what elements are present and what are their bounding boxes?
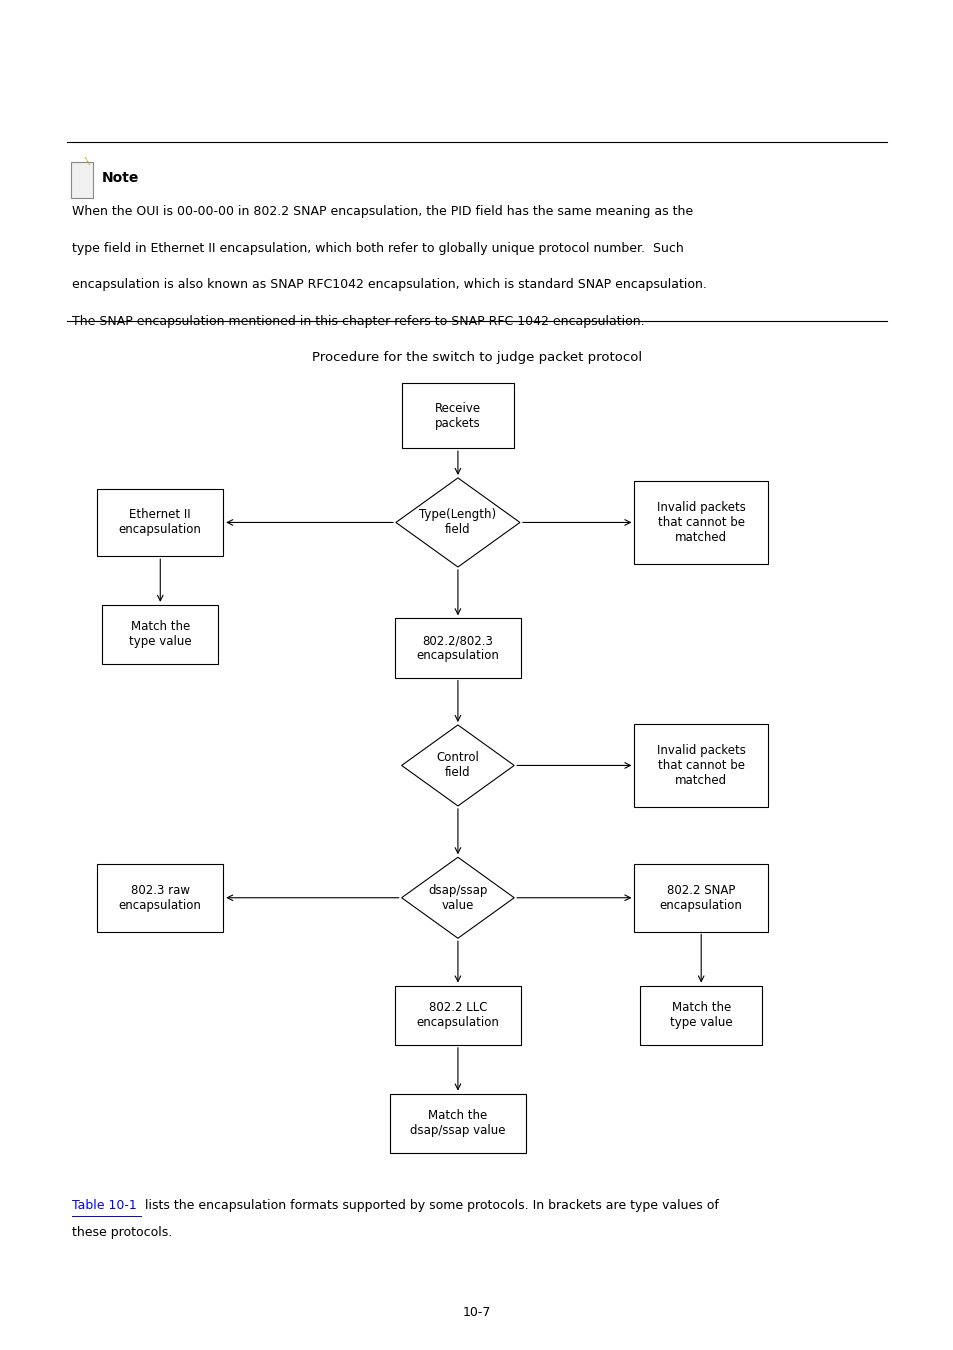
Text: Type(Length)
field: Type(Length) field <box>419 509 496 536</box>
Text: Match the
type value: Match the type value <box>129 621 192 648</box>
Text: 802.2/802.3
encapsulation: 802.2/802.3 encapsulation <box>416 634 498 662</box>
FancyBboxPatch shape <box>639 986 761 1045</box>
Text: type field in Ethernet II encapsulation, which both refer to globally unique pro: type field in Ethernet II encapsulation,… <box>71 242 682 255</box>
FancyBboxPatch shape <box>390 1094 525 1153</box>
Text: 802.2 LLC
encapsulation: 802.2 LLC encapsulation <box>416 1002 498 1029</box>
Text: encapsulation is also known as SNAP RFC1042 encapsulation, which is standard SNA: encapsulation is also known as SNAP RFC1… <box>71 278 705 292</box>
Text: The SNAP encapsulation mentioned in this chapter refers to SNAP RFC 1042 encapsu: The SNAP encapsulation mentioned in this… <box>71 315 643 328</box>
Text: Table 10-1: Table 10-1 <box>71 1199 136 1212</box>
Text: Receive
packets: Receive packets <box>435 402 480 429</box>
Text: these protocols.: these protocols. <box>71 1226 172 1239</box>
Text: Control
field: Control field <box>436 752 478 779</box>
Text: Invalid packets
that cannot be
matched: Invalid packets that cannot be matched <box>656 501 745 544</box>
Text: Note: Note <box>102 171 139 185</box>
Text: Procedure for the switch to judge packet protocol: Procedure for the switch to judge packet… <box>312 351 641 364</box>
Text: When the OUI is 00-00-00 in 802.2 SNAP encapsulation, the PID field has the same: When the OUI is 00-00-00 in 802.2 SNAP e… <box>71 205 692 219</box>
Text: lists the encapsulation formats supported by some protocols. In brackets are typ: lists the encapsulation formats supporte… <box>141 1199 719 1212</box>
FancyBboxPatch shape <box>395 986 520 1045</box>
FancyBboxPatch shape <box>97 489 223 556</box>
FancyBboxPatch shape <box>71 162 93 198</box>
Text: Match the
dsap/ssap value: Match the dsap/ssap value <box>410 1110 505 1137</box>
Polygon shape <box>395 478 519 567</box>
FancyBboxPatch shape <box>634 864 767 931</box>
Text: 10-7: 10-7 <box>462 1305 491 1319</box>
Text: Ethernet II
encapsulation: Ethernet II encapsulation <box>119 509 201 536</box>
Text: Match the
type value: Match the type value <box>669 1002 732 1029</box>
Text: dsap/ssap
value: dsap/ssap value <box>428 884 487 911</box>
Polygon shape <box>401 725 514 806</box>
Text: Invalid packets
that cannot be
matched: Invalid packets that cannot be matched <box>656 744 745 787</box>
Text: 802.3 raw
encapsulation: 802.3 raw encapsulation <box>119 884 201 911</box>
FancyBboxPatch shape <box>97 864 223 931</box>
FancyBboxPatch shape <box>634 724 767 807</box>
Text: /: / <box>84 157 93 165</box>
FancyBboxPatch shape <box>401 383 514 448</box>
FancyBboxPatch shape <box>102 605 218 664</box>
FancyBboxPatch shape <box>634 481 767 564</box>
FancyBboxPatch shape <box>395 618 520 678</box>
Text: 802.2 SNAP
encapsulation: 802.2 SNAP encapsulation <box>659 884 741 911</box>
Polygon shape <box>401 857 514 938</box>
